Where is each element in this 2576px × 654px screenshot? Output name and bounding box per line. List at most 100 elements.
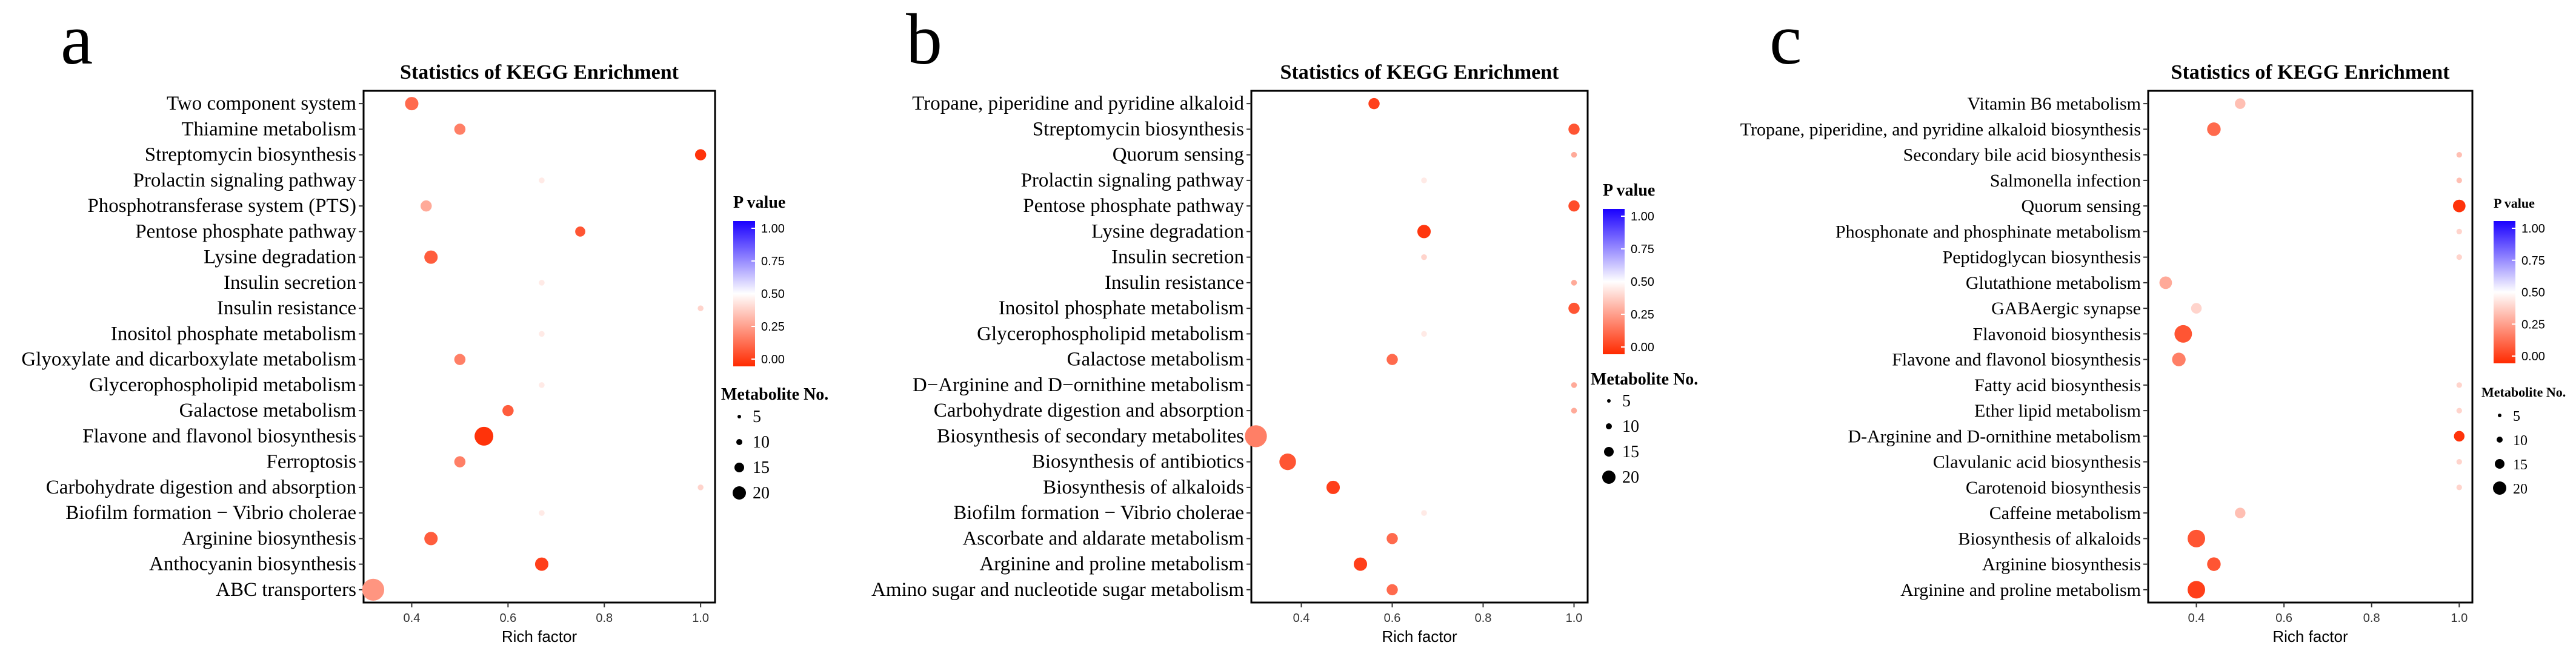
category-label: Biosynthesis of alkaloids xyxy=(1043,477,1244,498)
x-tick-label: 0.6 xyxy=(2275,612,2292,625)
category-label: Glycerophospholipid metabolism xyxy=(89,374,356,396)
category-label: Carbohydrate digestion and absorption xyxy=(46,477,356,498)
color-bar-label: 1.00 xyxy=(761,222,785,236)
category-label: Inositol phosphate metabolism xyxy=(111,323,356,345)
data-point xyxy=(2454,431,2465,442)
data-point xyxy=(697,484,704,490)
size-legend-label: 10 xyxy=(1622,417,1639,436)
category-label: Arginine biosynthesis xyxy=(182,527,356,549)
x-axis-title: Rich factor xyxy=(1382,627,1457,646)
panel-a: a Statistics of KEGG Enrichment 0.4 0.6 0.8 1… xyxy=(21,0,828,646)
data-point xyxy=(2191,303,2202,314)
color-bar-label: 0.00 xyxy=(1631,341,1654,354)
data-point xyxy=(2188,529,2205,547)
data-point xyxy=(1571,408,1577,414)
data-point xyxy=(454,124,466,135)
x-tick-label: 0.6 xyxy=(499,612,516,625)
category-label: Biofilm formation − Vibrio cholerae xyxy=(953,502,1244,524)
x-tick-label: 0.8 xyxy=(596,612,613,625)
size-legend-label: 20 xyxy=(753,484,770,503)
category-label: Streptomycin biosynthesis xyxy=(145,144,356,166)
data-point xyxy=(2456,484,2462,490)
category-label: Quorum sensing xyxy=(2022,196,2142,216)
category-label: Tropane, piperidine, and pyridine alkalo… xyxy=(1740,119,2141,139)
category-label: D−Arginine and D−ornithine metabolism xyxy=(913,374,1244,396)
data-point xyxy=(1571,382,1577,388)
category-label: Galactose metabolism xyxy=(179,400,357,421)
category-label: Glycerophospholipid metabolism xyxy=(977,323,1244,345)
data-point xyxy=(1368,97,1380,110)
category-label: Lysine degradation xyxy=(1091,220,1244,242)
data-point xyxy=(2456,408,2462,414)
category-label: Insulin resistance xyxy=(1105,272,1244,294)
size-legend-dot xyxy=(2497,437,2503,443)
category-label: Secondary bile acid biosynthesis xyxy=(1903,145,2141,165)
size-legend-dot xyxy=(2498,414,2501,417)
category-label: Arginine biosynthesis xyxy=(1982,555,2141,575)
color-bar-label: 1.00 xyxy=(1631,210,1654,223)
x-tick-label: 0.4 xyxy=(2188,612,2205,625)
data-point xyxy=(1571,151,1577,158)
data-point xyxy=(534,557,549,571)
data-point xyxy=(2456,177,2462,183)
size-legend-title: Metabolite No. xyxy=(2481,385,2566,400)
data-point xyxy=(1421,177,1427,183)
category-label: Pentose phosphate pathway xyxy=(135,220,356,242)
data-point xyxy=(454,354,466,365)
size-legend-dot xyxy=(1607,399,1611,403)
category-label: Galactose metabolism xyxy=(1067,349,1245,371)
data-point xyxy=(1568,124,1580,135)
data-point xyxy=(1386,354,1398,365)
data-point xyxy=(1571,280,1577,286)
p-value-legend-title: P value xyxy=(2494,196,2535,211)
data-point xyxy=(421,200,432,212)
size-legend-label: 15 xyxy=(1622,443,1639,461)
data-point xyxy=(2174,325,2192,343)
category-label: Salmonella infection xyxy=(1990,171,2141,191)
data-point xyxy=(2159,276,2172,289)
data-point xyxy=(1279,453,1296,471)
color-bar-label: 0.50 xyxy=(2521,286,2545,300)
size-legend-dot xyxy=(737,415,741,418)
chart-title: Statistics of KEGG Enrichment xyxy=(400,61,679,84)
data-point xyxy=(424,250,438,264)
x-tick-label: 1.0 xyxy=(692,612,709,625)
color-bar-label: 0.50 xyxy=(761,288,785,301)
category-label: D-Arginine and D-ornithine metabolism xyxy=(1848,426,2141,446)
panel-b: b Statistics of KEGG Enrichment 0.4 0.6 0.8 1… xyxy=(871,0,1698,646)
size-legend-dot xyxy=(1602,471,1616,484)
category-label: Arginine and proline metabolism xyxy=(1900,580,2141,600)
data-point xyxy=(2452,199,2466,213)
x-tick-label: 0.6 xyxy=(1384,612,1401,625)
x-tick-label: 0.8 xyxy=(1475,612,1492,625)
data-point xyxy=(1386,533,1398,544)
chart-title: Statistics of KEGG Enrichment xyxy=(2171,61,2451,84)
data-point xyxy=(2235,98,2246,109)
size-legend-label: 20 xyxy=(1622,468,1639,487)
data-point xyxy=(539,510,545,516)
category-label: Ether lipid metabolism xyxy=(1974,401,2141,421)
color-bar-label: 0.50 xyxy=(1631,276,1654,289)
category-label: Biosynthesis of antibiotics xyxy=(1032,451,1244,473)
category-label: Tropane, piperidine and pyridine alkaloi… xyxy=(912,93,1244,114)
data-point xyxy=(2207,122,2221,136)
category-label: Prolactin signaling pathway xyxy=(133,170,357,191)
x-axis-title: Rich factor xyxy=(2272,627,2348,646)
category-label: Insulin secretion xyxy=(224,272,356,294)
category-label: Amino sugar and nucleotide sugar metabol… xyxy=(871,579,1244,601)
data-point xyxy=(1568,302,1580,314)
category-label: Quorum sensing xyxy=(1113,144,1244,166)
category-label: Phosphonate and phosphinate metabolism xyxy=(1835,222,2141,242)
x-tick-label: 1.0 xyxy=(2451,612,2468,625)
size-legend-label: 5 xyxy=(1622,392,1631,411)
x-tick-label: 0.4 xyxy=(1293,612,1310,625)
category-label: Biofilm formation − Vibrio cholerae xyxy=(65,502,356,524)
data-point xyxy=(539,382,545,388)
data-point xyxy=(424,532,438,546)
data-point xyxy=(1421,254,1427,260)
size-legend-dot xyxy=(736,439,742,445)
size-legend-label: 15 xyxy=(753,458,770,477)
size-legend-title: Metabolite No. xyxy=(721,385,828,404)
category-label: Fatty acid biosynthesis xyxy=(1974,375,2141,395)
